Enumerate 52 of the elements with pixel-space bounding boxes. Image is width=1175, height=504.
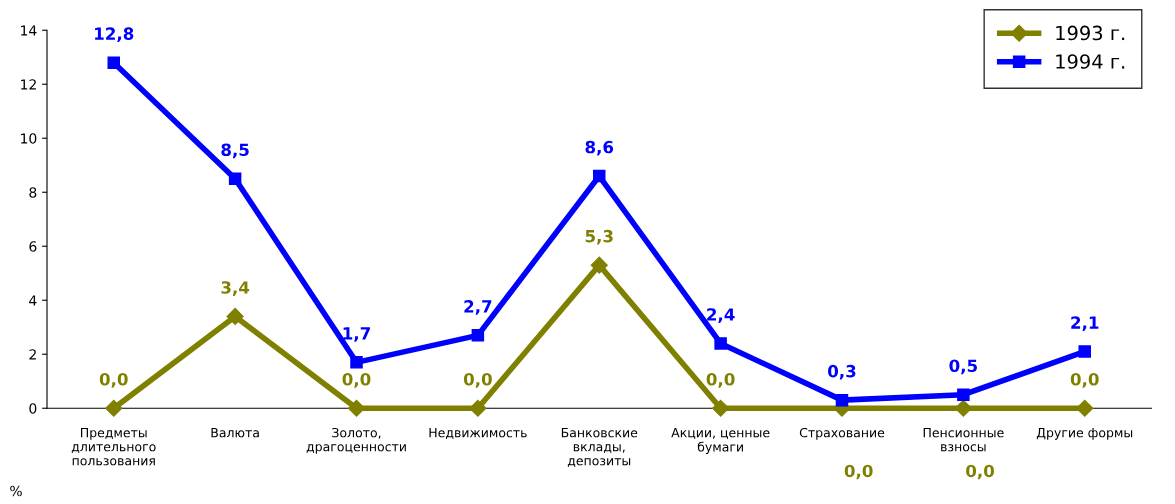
y-tick-label: 10 (21, 133, 37, 144)
y-tick-label: 6 (29, 241, 37, 252)
point (1076, 399, 1094, 417)
data-label: 0,0 (463, 372, 492, 388)
x-tick-label: Золото, драгоценности (306, 427, 406, 454)
y-tick-label: 12 (21, 79, 36, 90)
x-tick-label: Недвижимость (429, 428, 527, 439)
x-tick-label: Акции, ценные бумаги (671, 428, 770, 455)
data-label: 5,3 (585, 229, 613, 245)
point (350, 356, 363, 369)
x-tick-label: Страхование (799, 427, 885, 440)
data-label: 2,7 (464, 300, 492, 315)
point (105, 399, 123, 417)
point (228, 172, 242, 185)
point (592, 169, 606, 183)
y-tick-label: 8 (29, 187, 37, 198)
legend-label: 1994 г. (1056, 54, 1125, 69)
point (590, 256, 608, 274)
y-tick-label: 4 (29, 295, 37, 306)
point (835, 393, 849, 407)
data-label: 12,8 (95, 27, 134, 43)
y-tick-label: 14 (21, 25, 37, 36)
data-label: 8,5 (221, 143, 249, 159)
legend-label: 1993 г. (1056, 25, 1125, 41)
point (107, 56, 121, 69)
data-label: 0,0 (1070, 372, 1099, 388)
y-tick-label: 0 (29, 403, 37, 414)
point (471, 329, 485, 342)
x-tick-label: Другие формы (1036, 428, 1133, 440)
data-label: 0,5 (949, 359, 977, 375)
data-label: 0,0 (99, 372, 128, 388)
point (1078, 345, 1091, 358)
point (714, 337, 727, 350)
data-label: 8,6 (585, 140, 614, 156)
point (226, 307, 244, 325)
point (957, 388, 970, 401)
data-label: 2,4 (707, 308, 735, 323)
x-tick-label: Пенсионные взносы (923, 428, 1004, 452)
y-tick-label: 2 (29, 349, 36, 360)
point (469, 399, 487, 417)
data-label: 3,4 (221, 281, 250, 296)
data-label: 0,0 (844, 464, 873, 480)
data-label: 1,7 (343, 327, 370, 342)
data-label: 2,1 (1071, 316, 1099, 331)
x-tick-label: Валюта (211, 428, 259, 438)
data-label: 0,0 (706, 372, 735, 388)
x-tick-label: Банковские вклады, депозиты (561, 428, 638, 467)
x-tick-label: Предметы длительного пользования (71, 428, 156, 466)
data-label: 0,3 (828, 364, 856, 380)
y-axis-title: % (10, 485, 22, 497)
data-label: 0,0 (342, 372, 371, 388)
data-label: 0,0 (966, 464, 994, 480)
